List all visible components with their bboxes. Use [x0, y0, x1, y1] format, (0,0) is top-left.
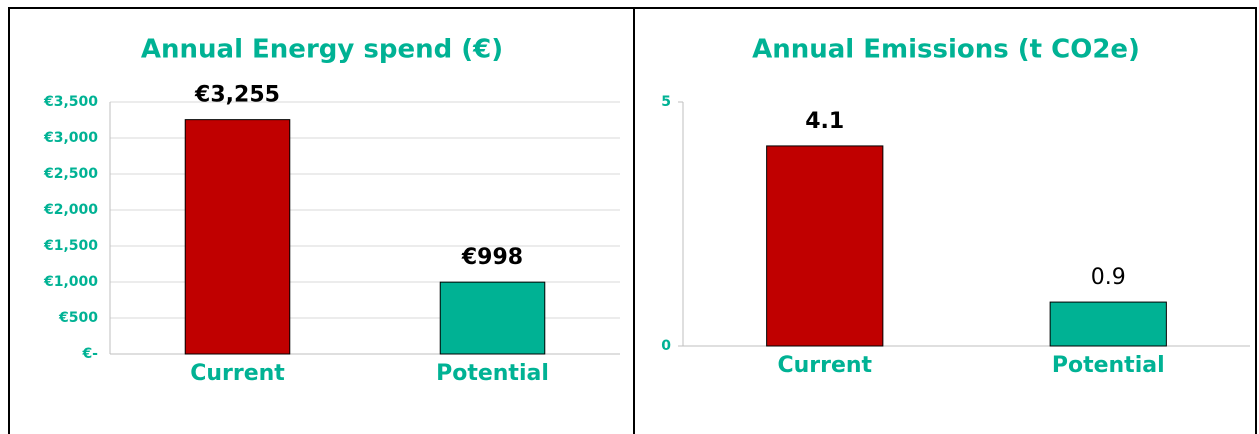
y-tick-label: €3,500: [43, 94, 98, 110]
y-tick-label: 5: [661, 94, 671, 110]
value-label: 4.1: [805, 109, 844, 134]
y-tick-label: €2,000: [43, 202, 98, 218]
y-tick-label: €1,000: [43, 274, 98, 290]
x-tick-label: Current: [190, 361, 285, 386]
y-tick-label: €1,500: [43, 238, 98, 254]
value-label: €3,255: [194, 83, 280, 108]
bar: [1049, 301, 1167, 347]
bar: [439, 281, 546, 355]
chart-title: Annual Emissions (t CO2e): [752, 35, 1140, 65]
y-tick-label: €2,500: [43, 166, 98, 182]
y-tick-label: €500: [58, 310, 98, 326]
x-tick-label: Potential: [1052, 353, 1165, 378]
value-label: 0.9: [1091, 265, 1126, 290]
value-label: €998: [461, 245, 523, 270]
panel-border: [8, 7, 1257, 434]
x-tick-label: Current: [777, 353, 872, 378]
y-tick-label: 0: [661, 338, 671, 354]
bar: [184, 119, 291, 355]
y-tick-label: €-: [81, 346, 98, 362]
y-tick-label: €3,000: [43, 130, 98, 146]
bar: [766, 145, 884, 347]
chart-title: Annual Energy spend (€): [141, 35, 503, 65]
x-tick-label: Potential: [436, 361, 549, 386]
